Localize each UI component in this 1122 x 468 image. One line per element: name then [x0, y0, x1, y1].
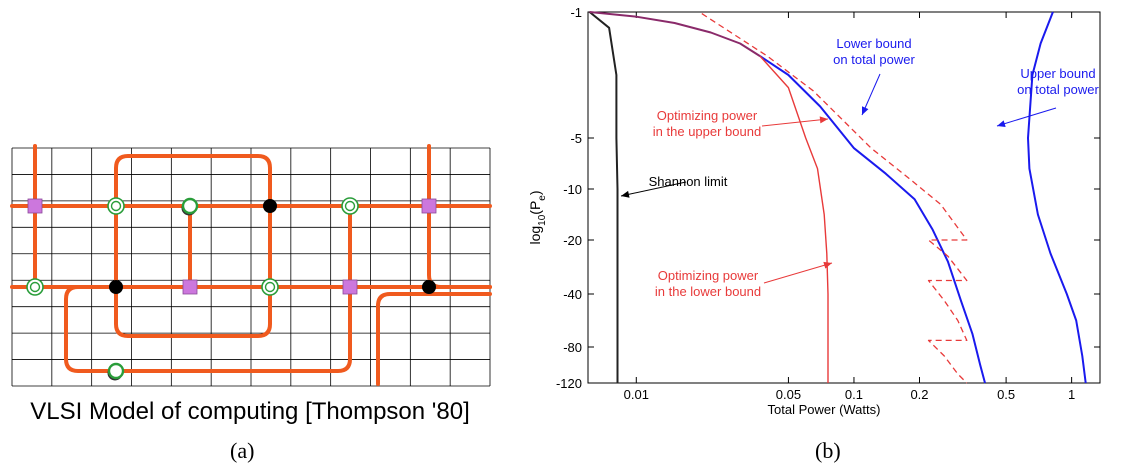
io-ring-node	[107, 362, 125, 380]
annotation-text: Optimizing power	[657, 108, 758, 123]
solid-node	[263, 199, 277, 213]
series-line-1	[589, 11, 761, 57]
y-tick-label: -120	[556, 376, 582, 391]
wire-loop	[114, 154, 272, 338]
wire	[427, 144, 492, 289]
x-axis-label: Total Power (Watts)	[768, 402, 881, 417]
series-line-3	[1027, 11, 1087, 384]
y-tick-label: -20	[563, 233, 582, 248]
x-tick-label: 1	[1068, 387, 1075, 402]
x-ticks: 0.01 0.05 0.1 0.2 0.5 1	[624, 12, 1075, 402]
annotation-text: in the upper bound	[653, 124, 761, 139]
x-tick-label: 0.2	[910, 387, 928, 402]
square-node	[27, 198, 43, 214]
label-a: (a)	[230, 438, 255, 463]
io-ring-node	[181, 197, 199, 215]
annotation-arrow	[620, 181, 687, 197]
solid-node	[109, 280, 123, 294]
grid-lines	[11, 147, 491, 387]
square-node	[182, 279, 198, 295]
power-vs-error-chart: 0.01 0.05 0.1 0.2 0.5 1 -1 -5 -10 -20 -40 -80 -120 To…	[527, 5, 1101, 417]
annotation-text: on total power	[833, 52, 915, 67]
annotation-text: Lower bound	[836, 36, 911, 51]
label-b: (b)	[815, 438, 841, 463]
y-tick-label: -80	[563, 340, 582, 355]
plot-frame	[587, 11, 1101, 384]
annotation-arrowhead	[862, 106, 869, 115]
wire	[376, 292, 492, 386]
series-line-4	[759, 55, 829, 383]
annotation-arrowhead	[819, 116, 828, 124]
x-tick-label: 0.05	[776, 387, 801, 402]
annotation-arrowhead	[823, 261, 832, 269]
y-tick-label: -10	[563, 182, 582, 197]
annotation-text: in the lower bound	[655, 284, 761, 299]
solid-node	[422, 280, 436, 294]
io-ring-inner	[110, 200, 122, 212]
y-ticks: -1 -5 -10 -20 -40 -80 -120	[556, 5, 1100, 391]
wire-loop	[64, 285, 352, 373]
y-tick-label: -5	[570, 131, 582, 146]
x-tick-label: 0.1	[845, 387, 863, 402]
io-ring-inner	[29, 281, 41, 293]
annotation-text: on total power	[1017, 82, 1099, 97]
nodes	[26, 197, 437, 381]
annotation-arrowhead	[621, 190, 630, 198]
x-tick-label: 0.01	[624, 387, 649, 402]
annotation-text: Upper bound	[1020, 66, 1095, 81]
annotation-text: Shannon limit	[649, 174, 728, 189]
y-axis-label: log10(Pe)	[527, 190, 548, 244]
square-node	[342, 279, 358, 295]
io-ring-inner	[264, 281, 276, 293]
vlsi-caption: VLSI Model of computing [Thompson '80]	[30, 398, 470, 425]
vlsi-grid-diagram	[10, 144, 492, 387]
y-tick-label: -1	[570, 5, 582, 20]
io-ring-inner	[344, 200, 356, 212]
y-tick-label: -40	[563, 287, 582, 302]
annotation-arrow	[761, 118, 829, 127]
square-node	[421, 198, 437, 214]
x-tick-label: 0.5	[997, 387, 1015, 402]
annotation-arrow	[996, 107, 1057, 127]
series-line-2	[759, 55, 986, 384]
series	[588, 11, 1087, 384]
annotation-arrow	[763, 262, 833, 284]
series-line-0	[588, 11, 619, 383]
annotation-arrowhead	[997, 120, 1006, 128]
wires	[10, 144, 492, 386]
series-line-5	[701, 13, 968, 384]
annotation-text: Optimizing power	[658, 268, 759, 283]
